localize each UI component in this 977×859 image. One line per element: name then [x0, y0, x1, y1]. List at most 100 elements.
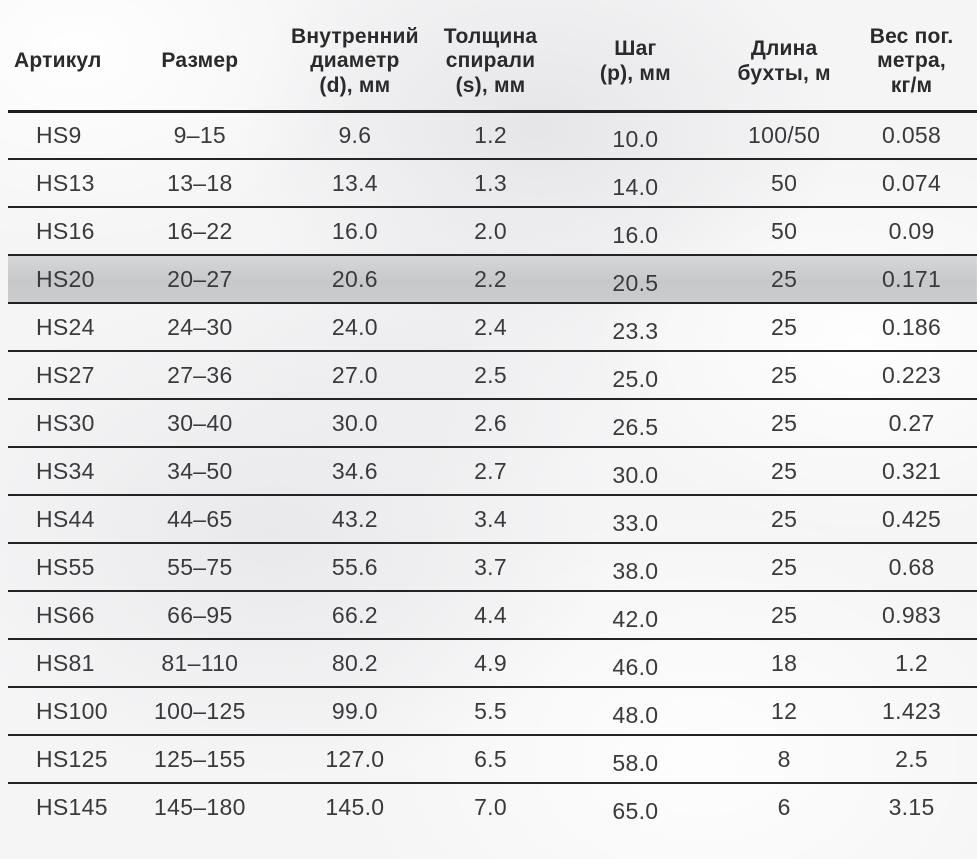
- table-row-HS81: HS81 81–110 80.2 4.9 46.0 18 1.2: [8, 638, 977, 687]
- cell-pitch: 38.0: [548, 542, 723, 591]
- cell-coil-length: 25: [722, 302, 847, 351]
- cell-inner-diameter: 80.2: [277, 638, 433, 687]
- cell-spiral-thickness: 3.4: [432, 494, 549, 543]
- cell-value: 30–40: [167, 409, 233, 436]
- cell-size: 125–155: [122, 734, 278, 783]
- table-header: Артикул Размер Внутренний диаметр (d), мм Т…: [8, 0, 977, 113]
- cell-value: 3.15: [888, 794, 935, 820]
- cell-value: 25: [771, 265, 798, 292]
- cell-value: 20–27: [167, 265, 233, 292]
- cell-article: HS13: [8, 158, 123, 207]
- cell-value: 13.4: [331, 169, 378, 196]
- cell-value: 6.5: [474, 745, 507, 772]
- cell-value: 20.5: [612, 269, 659, 296]
- cell-size: 44–65: [122, 494, 278, 543]
- cell-spiral-thickness: 7.0: [432, 782, 549, 831]
- cell-value: 12: [771, 697, 798, 724]
- cell-spiral-thickness: 2.4: [432, 302, 549, 351]
- cell-value: 5.5: [474, 697, 507, 724]
- cell-value: 55.6: [331, 553, 378, 580]
- cell-value: 1.423: [882, 697, 942, 724]
- cell-spiral-thickness: 2.2: [432, 254, 549, 303]
- cell-inner-diameter: 127.0: [277, 734, 433, 783]
- cell-value: HS44: [36, 505, 95, 532]
- cell-value: 1.2: [474, 121, 507, 148]
- cell-value: 99.0: [331, 697, 378, 724]
- cell-coil-length: 25: [722, 446, 847, 495]
- cell-value: 25: [771, 313, 798, 340]
- cell-value: 0.425: [882, 505, 942, 532]
- cell-coil-length: 25: [722, 398, 847, 447]
- specs-table: Артикул Размер Внутренний диаметр (d), мм Т…: [8, 0, 977, 831]
- cell-value: 65.0: [612, 798, 659, 824]
- cell-value: 27.0: [331, 361, 378, 388]
- cell-value: 25: [771, 361, 798, 388]
- table-row-HS9: HS9 9–15 9.6 1.2 10.0 100/50 0.058: [8, 111, 977, 159]
- cell-value: 14.0: [612, 173, 659, 200]
- cell-value: 18: [771, 649, 798, 676]
- cell-value: 127.0: [325, 745, 385, 772]
- table-row-HS34: HS34 34–50 34.6 2.7 30.0 25 0.321: [8, 446, 977, 495]
- cell-value: 10.0: [612, 125, 659, 152]
- cell-value: 43.2: [331, 505, 378, 532]
- cell-size: 145–180: [122, 782, 278, 831]
- cell-value: HS100: [36, 697, 108, 724]
- cell-value: 66–95: [167, 601, 233, 628]
- cell-coil-length: 18: [722, 638, 847, 687]
- cell-value: 58.0: [612, 749, 659, 776]
- cell-weight-per-meter: 2.5: [846, 734, 977, 783]
- cell-value: 33.0: [612, 509, 659, 536]
- cell-weight-per-meter: 0.68: [846, 542, 977, 591]
- table-row-HS27: HS27 27–36 27.0 2.5 25.0 25 0.223: [8, 350, 977, 399]
- cell-article: HS24: [8, 302, 123, 351]
- cell-value: 145–180: [154, 794, 246, 820]
- cell-weight-per-meter: 0.171: [846, 254, 977, 303]
- cell-value: 145.0: [325, 794, 385, 820]
- cell-weight-per-meter: 0.058: [846, 111, 977, 159]
- cell-value: 0.27: [888, 409, 935, 436]
- cell-inner-diameter: 20.6: [277, 254, 433, 303]
- cell-coil-length: 25: [722, 350, 847, 399]
- cell-pitch: 14.0: [548, 158, 723, 207]
- cell-value: 25: [771, 601, 798, 628]
- table-row-HS66: HS66 66–95 66.2 4.4 42.0 25 0.983: [8, 590, 977, 639]
- cell-value: 23.3: [612, 317, 659, 344]
- column-header-spiral-thickness: Толщина спирали (s), мм: [432, 0, 549, 113]
- cell-inner-diameter: 9.6: [277, 111, 432, 159]
- cell-spiral-thickness: 2.5: [432, 350, 549, 399]
- cell-value: 55–75: [167, 553, 233, 580]
- cell-size: 30–40: [122, 398, 278, 447]
- cell-value: 2.6: [474, 409, 507, 436]
- table-row-HS44: HS44 44–65 43.2 3.4 33.0 25 0.425: [8, 494, 977, 543]
- cell-value: 24.0: [331, 313, 378, 340]
- cell-weight-per-meter: 0.425: [846, 494, 977, 543]
- cell-value: HS13: [36, 169, 95, 196]
- cell-value: 38.0: [612, 557, 659, 584]
- cell-value: HS66: [36, 601, 95, 628]
- cell-article: HS16: [8, 206, 123, 255]
- cell-value: 1.3: [474, 169, 507, 196]
- cell-value: 50: [771, 169, 798, 196]
- cell-spiral-thickness: 6.5: [432, 734, 549, 783]
- cell-inner-diameter: 99.0: [277, 686, 433, 735]
- cell-weight-per-meter: 0.223: [846, 350, 977, 399]
- cell-value: 16.0: [331, 217, 378, 244]
- cell-weight-per-meter: 1.2: [846, 638, 977, 687]
- cell-value: 13–18: [167, 169, 233, 196]
- cell-size: 24–30: [122, 302, 278, 351]
- cell-spiral-thickness: 4.9: [432, 638, 549, 687]
- cell-value: 24–30: [167, 313, 233, 340]
- cell-value: HS20: [36, 265, 95, 292]
- cell-value: 26.5: [612, 413, 659, 440]
- cell-pitch: 33.0: [548, 494, 723, 543]
- cell-pitch: 30.0: [548, 446, 723, 495]
- cell-value: 2.2: [474, 265, 507, 292]
- cell-size: 9–15: [122, 111, 277, 159]
- table-row-HS24: HS24 24–30 24.0 2.4 23.3 25 0.186: [8, 302, 977, 351]
- cell-value: 48.0: [612, 701, 659, 728]
- cell-spiral-thickness: 2.6: [432, 398, 549, 447]
- cell-value: 25: [771, 457, 798, 484]
- cell-inner-diameter: 30.0: [277, 398, 433, 447]
- cell-article: HS66: [8, 590, 123, 639]
